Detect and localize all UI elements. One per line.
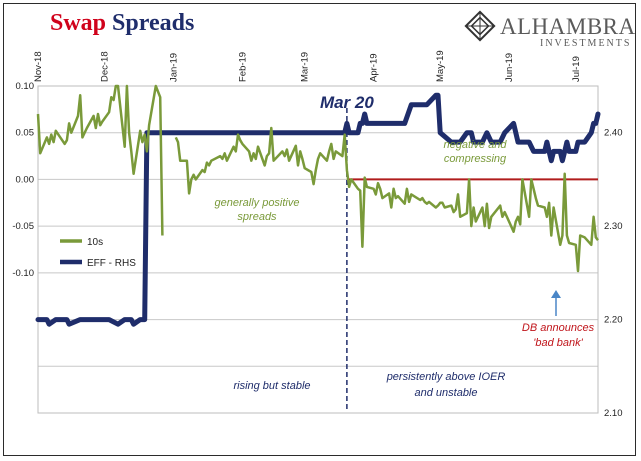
annotation-rising: rising but stable: [233, 380, 310, 392]
right-tick-label: 2.20: [604, 315, 623, 326]
x-tick-label: Dec-18: [100, 51, 111, 82]
series-line-10s: [36, 84, 164, 236]
series-line-10s: [174, 126, 599, 273]
db-arrow-head-icon: [551, 290, 561, 298]
annotation-neg_1: negative and: [444, 139, 508, 151]
right-tick-label: 2.40: [604, 128, 623, 139]
annotation-persist_2: and unstable: [415, 387, 478, 399]
left-tick-label: 0.10: [16, 81, 35, 92]
x-tick-label: May-19: [435, 50, 446, 82]
x-tick-label: Jul-19: [571, 56, 582, 82]
annotation-db_2: 'bad bank': [533, 337, 583, 349]
annotation-mar20: Mar 20: [320, 93, 374, 112]
left-tick-label: 0.05: [16, 128, 35, 139]
annotation-gen_pos_1: generally positive: [215, 197, 300, 209]
x-tick-label: Apr-19: [369, 53, 380, 82]
x-tick-label: Feb-19: [237, 52, 248, 82]
right-tick-label: 2.30: [604, 221, 623, 232]
x-tick-label: Jun-19: [504, 53, 515, 82]
chart-frame: [3, 3, 636, 456]
left-tick-label: -0.10: [12, 268, 34, 279]
series-line-eff: [35, 92, 601, 327]
annotation-db_1: DB announces: [522, 322, 595, 334]
legend-label-eff: EFF - RHS: [87, 258, 136, 269]
x-tick-label: Jan-19: [169, 53, 180, 82]
left-tick-label: 0.00: [16, 174, 35, 185]
chart-title: Swap Spreads: [50, 10, 194, 37]
alhambra-logo-icon: [464, 10, 496, 42]
left-tick-label: -0.05: [12, 221, 34, 232]
logo-subtitle: INVESTMENTS: [540, 38, 632, 49]
annotation-persist_1: persistently above IOER: [386, 371, 506, 383]
x-tick-label: Mar-19: [300, 52, 311, 82]
x-tick-label: Nov-18: [33, 51, 44, 82]
title-word-swap: Swap: [50, 10, 107, 36]
right-tick-label: 2.10: [604, 408, 623, 419]
title-word-spreads: Spreads: [112, 10, 195, 36]
annotation-neg_2: compressing: [444, 153, 507, 165]
plot-area: [37, 85, 599, 414]
annotation-gen_pos_2: spreads: [237, 211, 277, 223]
legend-label-10s: 10s: [87, 237, 103, 248]
logo-name: ALHAMBRA: [500, 14, 636, 39]
